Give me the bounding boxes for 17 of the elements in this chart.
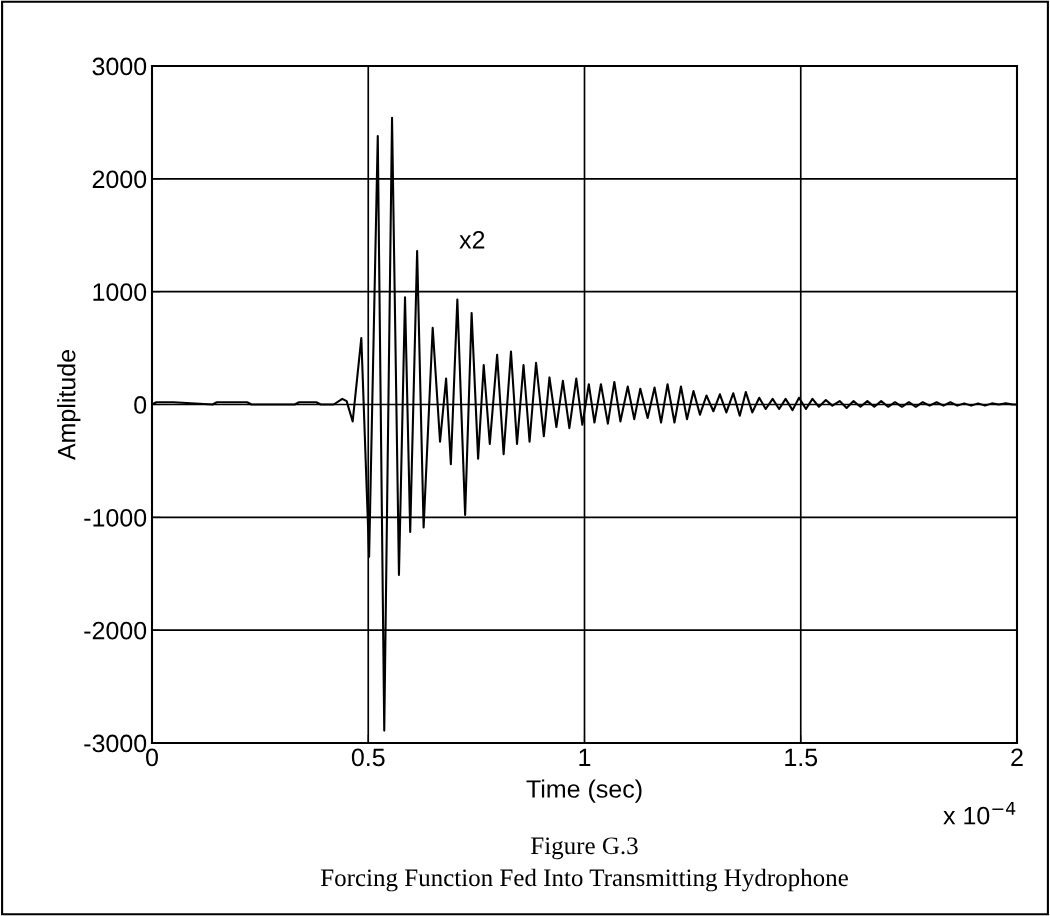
x-tick-label: 1.5	[785, 748, 818, 767]
y-tick-label: 0	[134, 396, 147, 414]
annotation: x2	[459, 231, 485, 249]
x-tick-label: 2	[1011, 748, 1023, 766]
y-tick-label: 2000	[92, 170, 147, 189]
y-tick-label: -3000	[84, 734, 147, 753]
y-tick-label: 3000	[92, 57, 147, 76]
y-tick-label: 1000	[93, 283, 147, 301]
x-axis-title: Time (sec)	[526, 779, 642, 803]
x-tick-label: 0.5	[351, 748, 385, 767]
x-tick-label: 1	[579, 748, 591, 766]
text: Forcing Function Fed Into Transmitting Hydrophone	[320, 868, 848, 892]
y-axis-title: Amplitude	[57, 350, 81, 461]
text: Figure G.3	[531, 837, 638, 860]
y-tick-label: -2000	[84, 621, 147, 640]
text: x 10$^{−4}$	[943, 801, 1016, 825]
y-tick-label: -1000	[84, 508, 147, 527]
